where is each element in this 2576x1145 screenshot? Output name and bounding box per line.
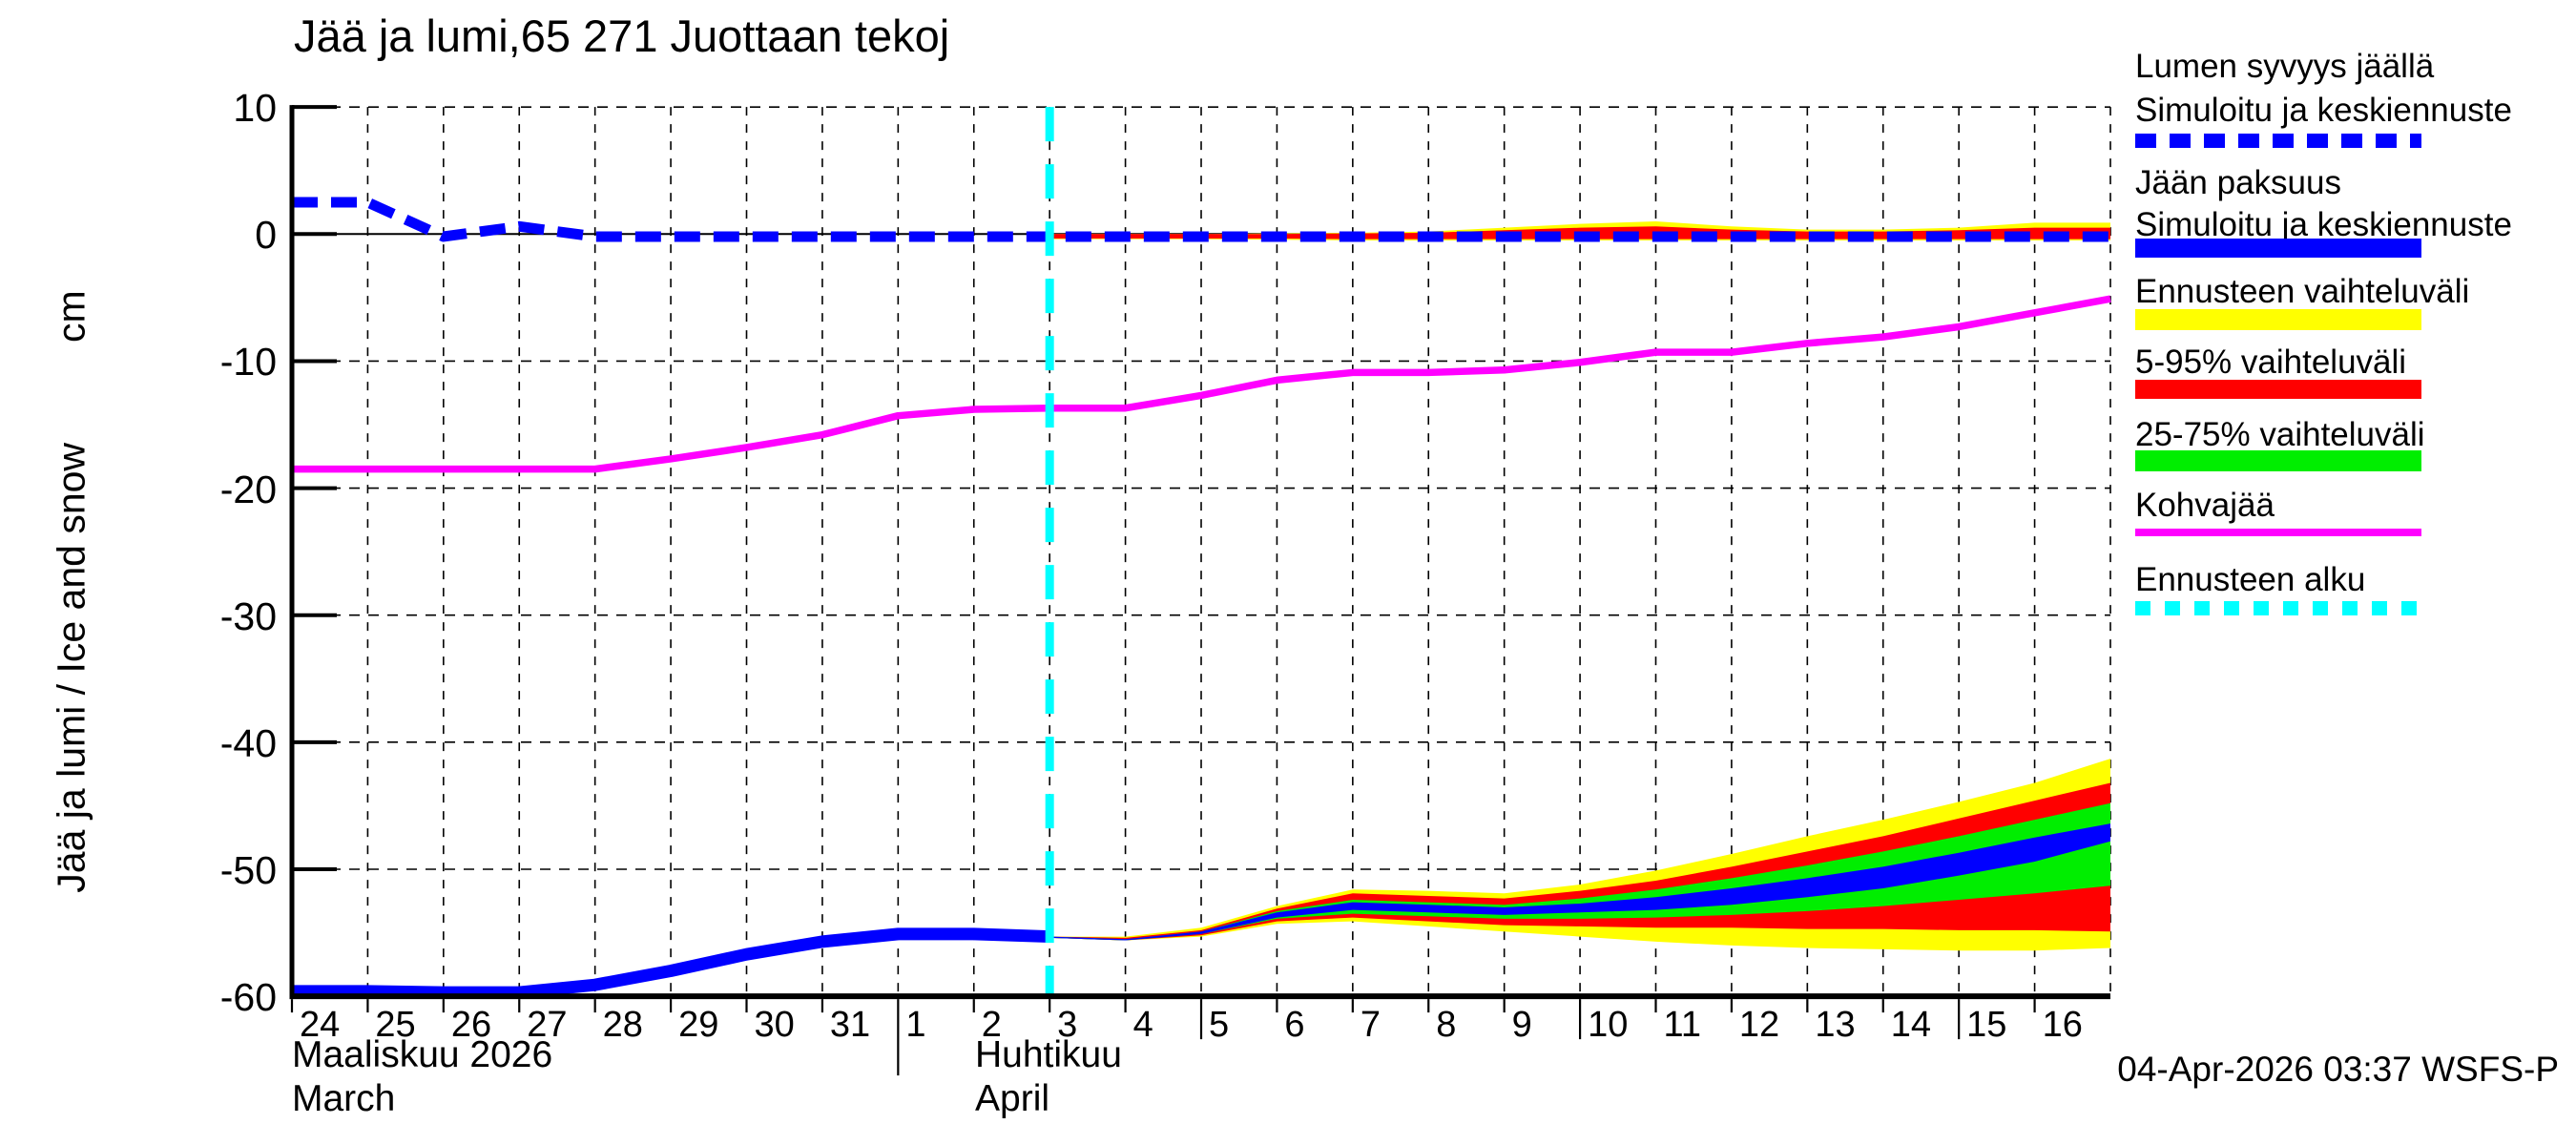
timestamp: 04-Apr-2026 03:37 WSFS-P: [2117, 1050, 2559, 1089]
y-axis-unit: cm: [49, 290, 93, 343]
x-tick-label: 5: [1209, 1005, 1230, 1046]
x-tick-label: 2: [981, 1005, 1002, 1046]
x-tick-label: 30: [754, 1005, 795, 1046]
x-tick-label: 3: [1057, 1005, 1078, 1046]
y-tick-label: -30: [219, 593, 277, 638]
x-tick-label: 6: [1284, 1005, 1305, 1046]
chart-title: Jää ja lumi,65 271 Juottaan tekoj: [294, 10, 950, 61]
legend-swatch-kohvajaa-magenta: [2135, 529, 2421, 536]
x-tick-label: 13: [1815, 1005, 1856, 1046]
y-tick-label: 10: [233, 86, 277, 131]
x-tick-label: 1: [905, 1005, 926, 1046]
legend-swatch-snow-depth-dashed-line: [2135, 134, 2421, 148]
x-tick-label: 14: [1890, 1005, 1932, 1046]
legend-item-snow-depth-title: Lumen syvyys jäällä: [2135, 48, 2435, 85]
month-label-march-fi: Maaliskuu 2026: [292, 1034, 553, 1075]
x-tick-label: 10: [1588, 1005, 1629, 1046]
x-tick-label: 27: [527, 1005, 568, 1046]
y-axis-label: Jää ja lumi / Ice and snow cm: [50, 290, 94, 892]
legend-item-5-95-range: 5-95% vaihteluväli: [2135, 344, 2407, 381]
x-tick-label: 28: [602, 1005, 643, 1046]
x-tick-label: 25: [375, 1005, 416, 1046]
x-tick-label: 26: [450, 1005, 492, 1046]
legend-item-forecast-range: Ennusteen vaihteluväli: [2135, 273, 2470, 310]
legend-item-forecast-start: Ennusteen alku: [2135, 561, 2366, 598]
y-axis-label-wrap: Jää ja lumi / Ice and snow cm: [27, 38, 116, 1145]
month-label-april-fi: Huhtikuu: [975, 1034, 1122, 1075]
x-tick-label: 16: [2042, 1005, 2083, 1046]
month-label-march-en: March: [292, 1078, 396, 1119]
x-tick-label: 24: [300, 1005, 341, 1046]
x-tick-label: 9: [1511, 1005, 1532, 1046]
x-tick-label: 15: [1966, 1005, 2007, 1046]
legend-swatch-ice-thickness-line: [2135, 239, 2421, 258]
month-label-april-en: April: [975, 1078, 1050, 1119]
y-tick-label: 0: [255, 213, 277, 258]
legend-swatch-25-75-green: [2135, 450, 2421, 471]
x-tick-label: 8: [1436, 1005, 1457, 1046]
legend-item-ice-thickness-title: Jään paksuus: [2135, 164, 2341, 201]
x-tick-label: 7: [1360, 1005, 1381, 1046]
x-tick-label: 12: [1738, 1005, 1780, 1046]
x-tick-label: 4: [1132, 1005, 1153, 1046]
legend-swatch-5-95-red: [2135, 380, 2421, 399]
legend-item-ice-thickness-subtitle: Simuloitu ja keskiennuste: [2135, 206, 2512, 243]
legend-swatch-forecast-range-yellow: [2135, 309, 2421, 330]
legend-item-snow-depth-subtitle: Simuloitu ja keskiennuste: [2135, 92, 2512, 129]
y-tick-label: -10: [219, 340, 277, 385]
x-tick-label: 31: [829, 1005, 871, 1046]
x-tick-label: 29: [678, 1005, 719, 1046]
legend-item-kohvajaa: Kohvajää: [2135, 487, 2275, 524]
y-axis-label-text: Jää ja lumi / Ice and snow: [49, 442, 93, 893]
x-tick-label: 11: [1663, 1005, 1701, 1046]
legend-item-25-75-range: 25-75% vaihteluväli: [2135, 416, 2425, 453]
y-tick-label: -60: [219, 975, 277, 1020]
legend-swatch-forecast-start-cyan: [2135, 601, 2421, 615]
y-tick-label: -20: [219, 467, 277, 511]
y-tick-label: -50: [219, 848, 277, 892]
y-tick-label: -40: [219, 720, 277, 765]
legend: Lumen syvyys jäällä Simuloitu ja keskien…: [2135, 0, 2576, 668]
